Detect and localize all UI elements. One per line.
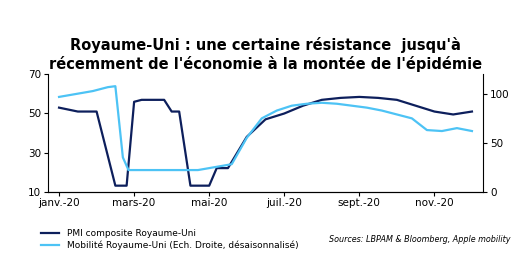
- Title: Royaume-Uni : une certaine résistance  jusqu'à
récemment de l'économie à la mont: Royaume-Uni : une certaine résistance ju…: [49, 37, 482, 72]
- Text: Sources: LBPAM & Bloomberg, Apple mobility: Sources: LBPAM & Bloomberg, Apple mobili…: [329, 235, 511, 244]
- Legend: PMI composite Royaume-Uni, Mobilité Royaume-Uni (Ech. Droite, désaisonnalisé): PMI composite Royaume-Uni, Mobilité Roya…: [41, 229, 298, 250]
